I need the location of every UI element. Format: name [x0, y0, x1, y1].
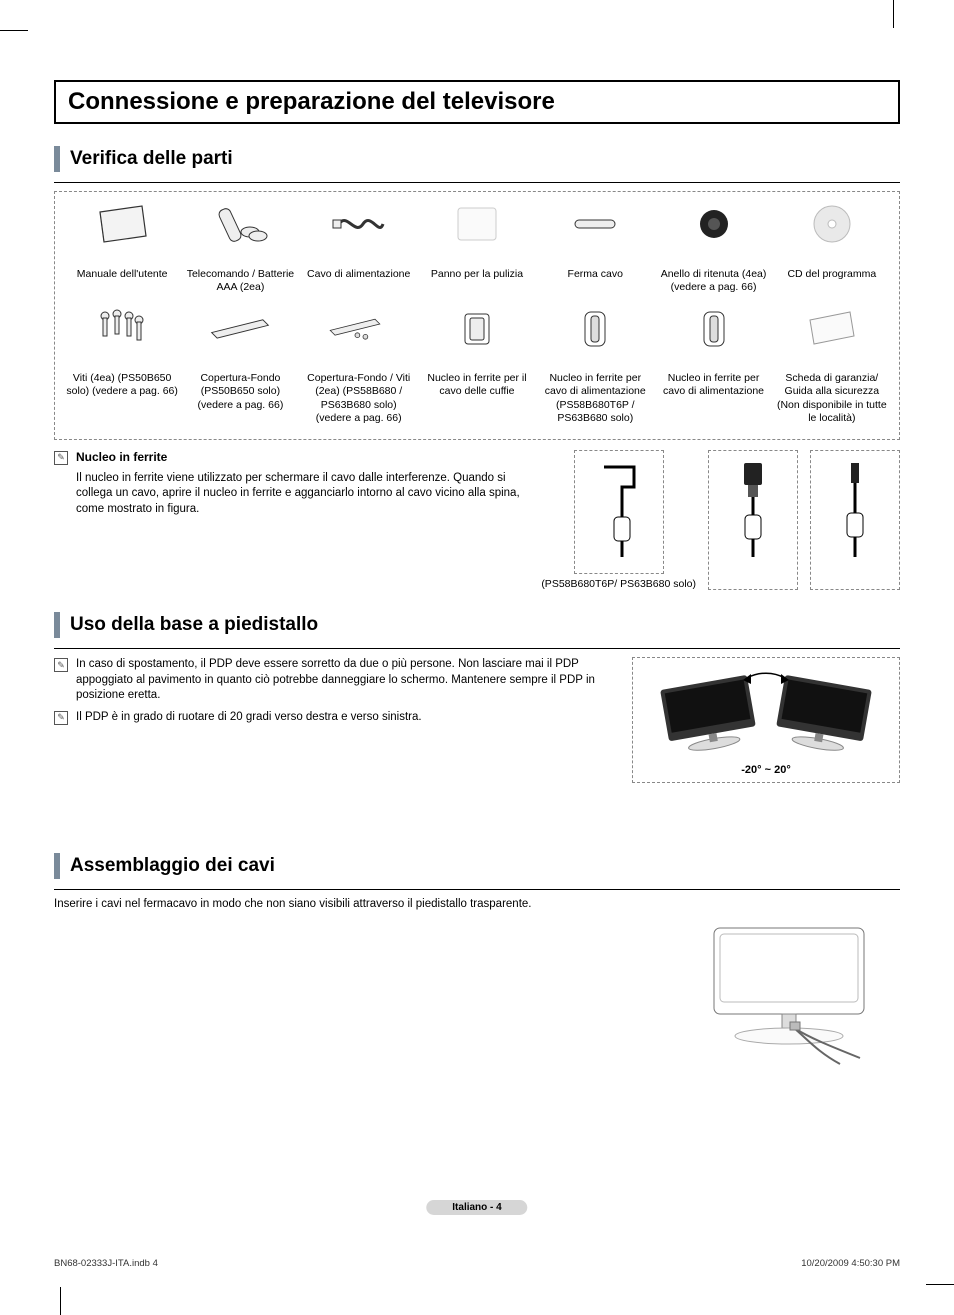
ferrite-caption: (PS58B680T6P/ PS63B680 solo): [541, 578, 696, 591]
cloth-icon: [445, 200, 509, 248]
crop-mark: [60, 1287, 61, 1315]
part-label: Viti (4ea) (PS50B650 solo) (vedere a pag…: [65, 372, 179, 398]
stand-figure: -20° ~ 20°: [632, 657, 900, 783]
crop-mark: [893, 0, 894, 28]
note-icon: ✎: [54, 451, 68, 465]
ferrite-fig-3: [810, 450, 900, 591]
main-title-box: Connessione e preparazione del televisor…: [54, 80, 900, 124]
main-title: Connessione e preparazione del televisor…: [68, 88, 886, 116]
cd-icon: [800, 200, 864, 248]
section-head-cable: Assemblaggio dei cavi: [54, 853, 900, 879]
part-label: Scheda di garanzia/ Guida alla sicurezza…: [775, 372, 889, 425]
note-row: ✎ In caso di spostamento, il PDP deve es…: [54, 657, 612, 704]
note-row: ✎ Il PDP è in grado di ruotare di 20 gra…: [54, 710, 612, 726]
manual-icon: [90, 200, 154, 248]
ferrite-text: ✎ Nucleo in ferrite Il nucleo in ferrite…: [54, 450, 541, 518]
ferrite-figures: (PS58B680T6P/ PS63B680 solo): [541, 450, 900, 591]
section-head-stand: Uso della base a piedistallo: [54, 612, 900, 638]
cable-holder-icon: [563, 200, 627, 248]
part-label: Nucleo in ferrite per cavo di alimentazi…: [538, 372, 652, 425]
part-cover1: Copertura-Fondo (PS50B650 solo) (vedere …: [181, 304, 299, 425]
part-cover2: Copertura-Fondo / Viti (2ea) (PS58B680 /…: [300, 304, 418, 425]
screws-icon: [90, 304, 154, 352]
ferrite-title: Nucleo in ferrite: [76, 450, 167, 464]
section-rule: [54, 889, 900, 890]
card-icon: [800, 304, 864, 352]
section-rule: [54, 182, 900, 183]
part-label: Manuale dell'utente: [77, 268, 168, 281]
remote-icon: [208, 200, 272, 248]
ferrite-small-icon: [445, 304, 509, 352]
note-icon: ✎: [54, 658, 68, 672]
parts-row-1: Manuale dell'utente Telecomando / Batter…: [63, 200, 891, 294]
part-remote: Telecomando / Batterie AAA (2ea): [181, 200, 299, 294]
part-label: Anello di ritenuta (4ea) (vedere a pag. …: [656, 268, 770, 294]
part-label: Ferma cavo: [568, 268, 623, 281]
ferrite-body: Il nucleo in ferrite viene utilizzato pe…: [76, 471, 529, 518]
tv-cable-figure: [690, 918, 900, 1068]
part-label: Nucleo in ferrite per cavo di alimentazi…: [656, 372, 770, 398]
section-rule: [54, 648, 900, 649]
stand-note-2: Il PDP è in grado di ruotare di 20 gradi…: [76, 710, 422, 726]
section-title-stand: Uso della base a piedistallo: [70, 612, 318, 638]
page: Connessione e preparazione del televisor…: [0, 0, 954, 1315]
crop-mark: [926, 1284, 954, 1285]
part-label: Nucleo in ferrite per il cavo delle cuff…: [420, 372, 534, 398]
part-label: Cavo di alimentazione: [307, 268, 410, 281]
part-manual: Manuale dell'utente: [63, 200, 181, 294]
part-ferrite2: Nucleo in ferrite per cavo di alimentazi…: [536, 304, 654, 425]
power-cord-icon: [327, 200, 391, 248]
cable-body: Inserire i cavi nel fermacavo in modo ch…: [54, 898, 900, 910]
ferrite-fig-1: (PS58B680T6P/ PS63B680 solo): [541, 450, 696, 591]
content: Connessione e preparazione del televisor…: [54, 80, 900, 1068]
part-label: Copertura-Fondo (PS50B650 solo) (vedere …: [183, 372, 297, 411]
part-label: Panno per la pulizia: [431, 268, 523, 281]
page-badge: Italiano - 4: [426, 1200, 527, 1215]
ferrite-icon: [682, 304, 746, 352]
section-title-parts: Verifica delle parti: [70, 146, 233, 172]
section-bar: [54, 612, 60, 638]
part-screws: Viti (4ea) (PS50B650 solo) (vedere a pag…: [63, 304, 181, 425]
note-row: ✎ Nucleo in ferrite: [54, 450, 529, 465]
cover-icon: [208, 304, 272, 352]
stand-wrap: ✎ In caso di spostamento, il PDP deve es…: [54, 657, 900, 783]
crop-mark: [0, 30, 28, 31]
section-title-cable: Assemblaggio dei cavi: [70, 853, 275, 879]
part-cd: CD del programma: [773, 200, 891, 294]
part-warranty: Scheda di garanzia/ Guida alla sicurezza…: [773, 304, 891, 425]
cable-figure-wrap: [54, 918, 900, 1068]
stand-range: -20° ~ 20°: [639, 764, 893, 776]
part-ferrite3: Nucleo in ferrite per cavo di alimentazi…: [654, 304, 772, 425]
section-bar: [54, 146, 60, 172]
part-label: Copertura-Fondo / Viti (2ea) (PS58B680 /…: [302, 372, 416, 425]
stand-note-1: In caso di spostamento, il PDP deve esse…: [76, 657, 612, 704]
part-ring: Anello di ritenuta (4ea) (vedere a pag. …: [654, 200, 772, 294]
section-head-parts: Verifica delle parti: [54, 146, 900, 172]
cover-screws-icon: [327, 304, 391, 352]
footer-left: BN68-02333J-ITA.indb 4: [54, 1258, 158, 1269]
ferrite-fig-2: [708, 450, 798, 591]
parts-row-2: Viti (4ea) (PS50B650 solo) (vedere a pag…: [63, 304, 891, 425]
footer-right: 10/20/2009 4:50:30 PM: [801, 1258, 900, 1269]
ring-icon: [682, 200, 746, 248]
part-label: Telecomando / Batterie AAA (2ea): [183, 268, 297, 294]
parts-box: Manuale dell'utente Telecomando / Batter…: [54, 191, 900, 440]
ferrite-note: ✎ Nucleo in ferrite Il nucleo in ferrite…: [54, 450, 900, 591]
part-cableholder: Ferma cavo: [536, 200, 654, 294]
ferrite-icon: [563, 304, 627, 352]
part-cloth: Panno per la pulizia: [418, 200, 536, 294]
section-bar: [54, 853, 60, 879]
part-label: CD del programma: [787, 268, 876, 281]
note-icon: ✎: [54, 711, 68, 725]
part-ferrite1: Nucleo in ferrite per il cavo delle cuff…: [418, 304, 536, 425]
part-powercord: Cavo di alimentazione: [300, 200, 418, 294]
stand-text: ✎ In caso di spostamento, il PDP deve es…: [54, 657, 612, 783]
